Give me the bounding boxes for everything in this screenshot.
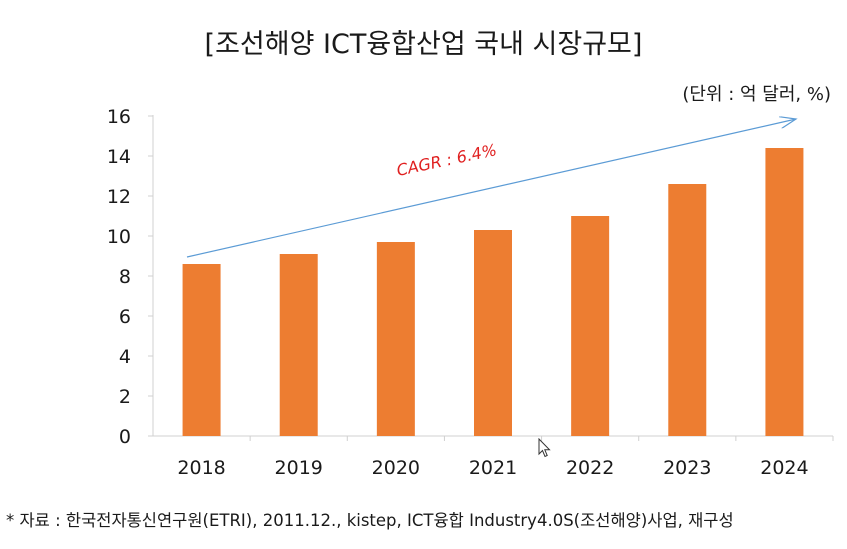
x-tick-label: 2018 <box>177 457 225 479</box>
y-tick-label: 8 <box>119 266 131 288</box>
y-tick-label: 14 <box>107 146 131 168</box>
x-tick-label: 2023 <box>663 457 711 479</box>
y-tick-label: 10 <box>107 226 131 248</box>
bar-2022 <box>571 216 610 436</box>
y-tick-label: 2 <box>119 386 131 408</box>
x-tick-label: 2022 <box>566 457 614 479</box>
bar-2018 <box>182 264 221 436</box>
cagr-arrow <box>186 119 796 258</box>
cagr-annotation: CAGR : 6.4% <box>395 140 499 180</box>
bar-2019 <box>279 254 318 436</box>
y-tick-label: 12 <box>107 186 131 208</box>
y-tick-label: 16 <box>107 106 131 128</box>
x-tick-label: 2019 <box>275 457 323 479</box>
source-note: * 자료 : 한국전자통신연구원(ETRI), 2011.12., kistep… <box>6 511 734 530</box>
y-tick-label: 6 <box>119 306 131 328</box>
bar-2021 <box>474 230 512 436</box>
bar-2024 <box>765 148 804 436</box>
mouse-pointer-icon <box>538 438 551 458</box>
x-tick-label: 2024 <box>760 457 808 479</box>
x-tick-label: 2020 <box>372 457 420 479</box>
chart-title: [조선해양 ICT융합산업 국내 시장규모] <box>204 29 643 60</box>
bar-2023 <box>668 184 707 436</box>
y-tick-label: 0 <box>119 426 131 448</box>
bar-2020 <box>376 242 415 436</box>
y-tick-label: 4 <box>119 346 131 368</box>
x-tick-label: 2021 <box>469 457 517 479</box>
unit-label: (단위 : 억 달러, %) <box>682 84 831 105</box>
